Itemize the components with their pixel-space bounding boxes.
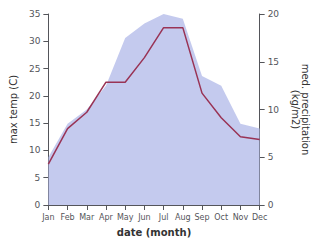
svg-text:10: 10 xyxy=(268,105,280,115)
svg-text:25: 25 xyxy=(29,64,40,74)
svg-text:15: 15 xyxy=(29,118,40,128)
svg-text:max temp (C): max temp (C) xyxy=(8,75,19,144)
svg-text:Feb: Feb xyxy=(60,213,74,222)
svg-text:5: 5 xyxy=(268,152,274,162)
svg-text:Dec: Dec xyxy=(252,213,267,222)
svg-text:Oct: Oct xyxy=(214,213,228,222)
svg-text:Aug: Aug xyxy=(175,213,191,222)
svg-text:35: 35 xyxy=(29,9,40,19)
svg-text:10: 10 xyxy=(29,145,41,155)
svg-text:date (month): date (month) xyxy=(117,227,191,238)
svg-text:Sep: Sep xyxy=(194,213,209,222)
svg-text:20: 20 xyxy=(268,9,280,19)
svg-text:Apr: Apr xyxy=(99,213,114,222)
svg-text:(kg/m2): (kg/m2) xyxy=(290,90,301,130)
svg-text:Nov: Nov xyxy=(233,213,249,222)
svg-text:med. precipitation: med. precipitation xyxy=(299,63,311,156)
svg-text:May: May xyxy=(117,213,134,222)
svg-text:Jun: Jun xyxy=(137,213,151,222)
svg-text:30: 30 xyxy=(29,36,41,46)
svg-text:5: 5 xyxy=(35,173,41,183)
svg-text:Jul: Jul xyxy=(158,213,169,222)
svg-text:20: 20 xyxy=(29,91,41,101)
svg-text:Jan: Jan xyxy=(41,213,54,222)
svg-text:0: 0 xyxy=(268,200,274,210)
svg-text:Mar: Mar xyxy=(79,213,95,222)
svg-text:0: 0 xyxy=(35,200,41,210)
svg-text:15: 15 xyxy=(268,57,279,67)
